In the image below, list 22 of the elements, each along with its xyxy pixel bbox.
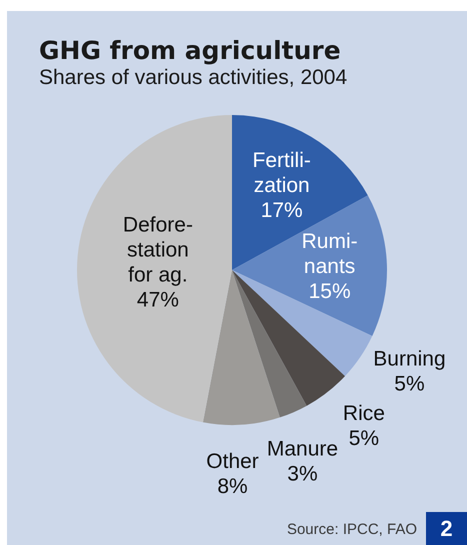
source-note: Source: IPCC, FAO	[286, 521, 417, 538]
data-label: 3%	[287, 462, 318, 486]
data-label: 47%	[136, 288, 179, 312]
data-label: 8%	[217, 475, 248, 498]
slice-label: Defore- station for ag.	[122, 214, 193, 286]
data-label: 15%	[308, 280, 351, 303]
pie-slice	[77, 115, 232, 422]
slice-label: Burning	[373, 347, 446, 370]
pie-slice	[232, 270, 307, 418]
data-label: 5%	[394, 372, 425, 396]
slice-label: Manure	[266, 438, 338, 461]
data-label: 5%	[348, 426, 380, 450]
chart-title: GHG from agriculture	[39, 36, 341, 65]
slice-label: Fertili- zation	[252, 148, 311, 197]
slice-label: Rice	[342, 402, 385, 425]
pie-slice	[232, 195, 387, 336]
chart-subtitle: Shares of various activities, 2004	[39, 66, 348, 89]
pie-slice	[202, 270, 280, 425]
data-label: 17%	[260, 198, 303, 222]
slice-label: Other	[206, 450, 259, 474]
number-badge: 2	[426, 512, 467, 545]
slice-label: Rumi- nants	[302, 230, 358, 278]
